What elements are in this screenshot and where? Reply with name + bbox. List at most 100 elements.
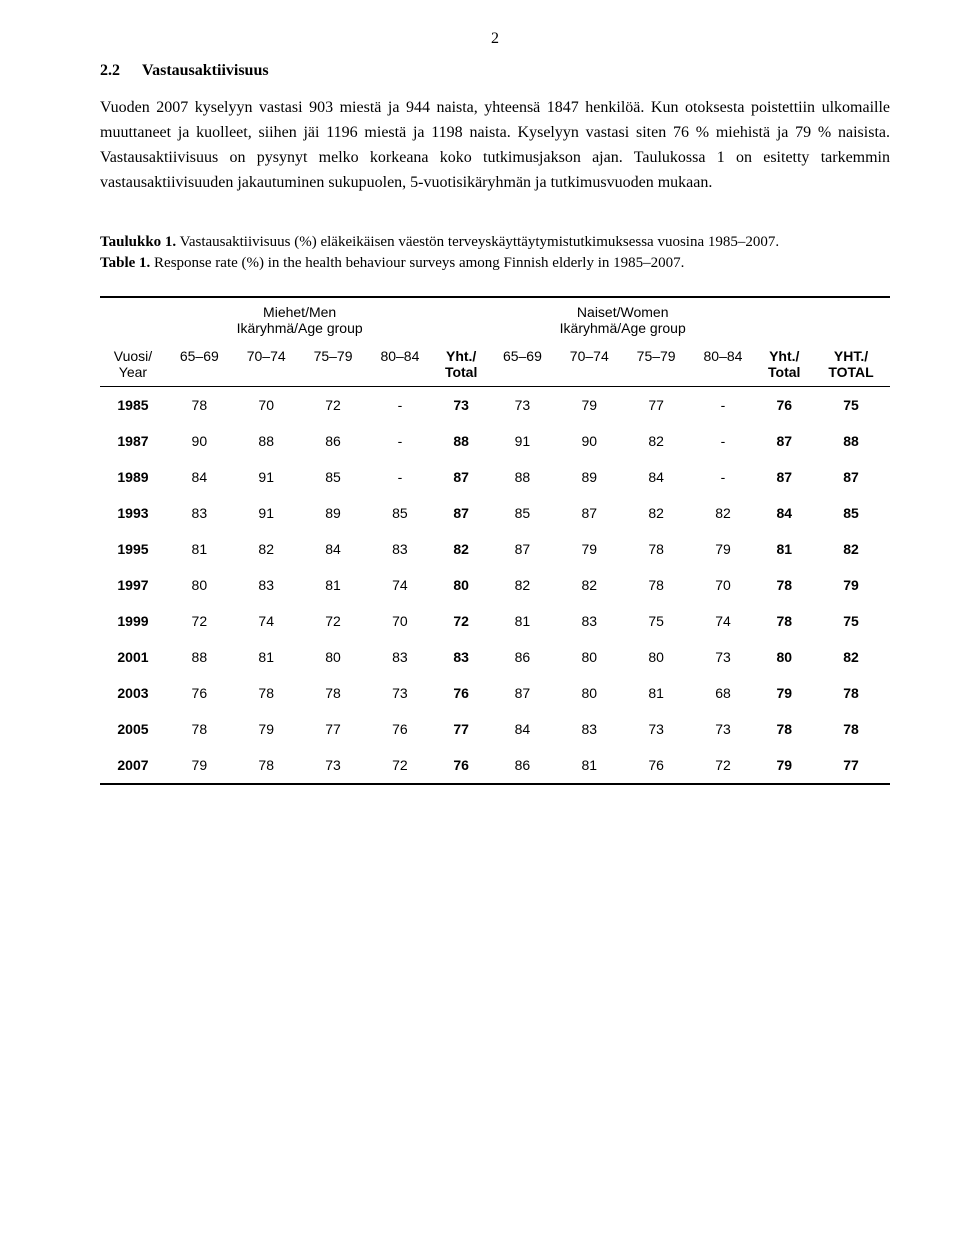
w-70: 70–74 xyxy=(570,348,609,364)
caption-fi-bold: Taulukko 1. xyxy=(100,234,176,250)
value-cell: 86 xyxy=(489,747,556,784)
value-cell: 85 xyxy=(812,495,890,531)
year-cell: 1989 xyxy=(100,459,166,495)
value-cell: 80 xyxy=(300,639,367,675)
value-cell: 74 xyxy=(690,603,757,639)
value-cell: 78 xyxy=(623,531,690,567)
year-cell: 1993 xyxy=(100,495,166,531)
value-cell: 84 xyxy=(166,459,233,495)
value-cell: 82 xyxy=(556,567,623,603)
value-cell: 70 xyxy=(690,567,757,603)
value-cell: 87 xyxy=(556,495,623,531)
value-cell: 73 xyxy=(690,639,757,675)
value-cell: 91 xyxy=(233,459,300,495)
value-cell: 81 xyxy=(756,531,812,567)
w-total-top: Yht./ xyxy=(769,348,799,364)
value-cell: 80 xyxy=(433,567,489,603)
value-cell: 76 xyxy=(623,747,690,784)
table-group-header: Miehet/Men Ikäryhmä/Age group Naiset/Wom… xyxy=(100,297,890,342)
section-title: Vastausaktiivisuus xyxy=(142,62,269,79)
value-cell: 84 xyxy=(623,459,690,495)
value-cell: 86 xyxy=(489,639,556,675)
year-cell: 1985 xyxy=(100,386,166,423)
value-cell: 83 xyxy=(166,495,233,531)
year-cell: 2001 xyxy=(100,639,166,675)
value-cell: 70 xyxy=(233,386,300,423)
table-row: 1987908886-88919082-8788 xyxy=(100,423,890,459)
value-cell: 82 xyxy=(690,495,757,531)
value-cell: 78 xyxy=(812,711,890,747)
value-cell: 76 xyxy=(366,711,433,747)
value-cell: 77 xyxy=(812,747,890,784)
section-number: 2.2 xyxy=(100,62,120,80)
value-cell: 80 xyxy=(556,639,623,675)
table-wrap: Miehet/Men Ikäryhmä/Age group Naiset/Wom… xyxy=(100,296,890,785)
table-row: 20018881808383868080738082 xyxy=(100,639,890,675)
value-cell: 87 xyxy=(756,423,812,459)
year-cell: 2003 xyxy=(100,675,166,711)
value-cell: 75 xyxy=(812,386,890,423)
table-col-header: Vuosi/ Year 65–69 70–74 75–79 80–84 Yht.… xyxy=(100,342,890,387)
value-cell: 73 xyxy=(433,386,489,423)
value-cell: 74 xyxy=(366,567,433,603)
table-body: 1985787072-73737977-76751987908886-88919… xyxy=(100,386,890,784)
value-cell: 73 xyxy=(489,386,556,423)
year-cell: 1997 xyxy=(100,567,166,603)
w-80: 80–84 xyxy=(704,348,743,364)
value-cell: 80 xyxy=(556,675,623,711)
value-cell: - xyxy=(366,423,433,459)
value-cell: 78 xyxy=(166,386,233,423)
value-cell: - xyxy=(366,459,433,495)
w-75: 75–79 xyxy=(637,348,676,364)
value-cell: 87 xyxy=(433,495,489,531)
value-cell: 80 xyxy=(623,639,690,675)
m-70: 70–74 xyxy=(247,348,286,364)
value-cell: 88 xyxy=(166,639,233,675)
table-row: 20077978737276868176727977 xyxy=(100,747,890,784)
value-cell: 87 xyxy=(489,531,556,567)
value-cell: 81 xyxy=(556,747,623,784)
value-cell: 79 xyxy=(812,567,890,603)
value-cell: 87 xyxy=(812,459,890,495)
grand-total-bot: TOTAL xyxy=(828,364,873,380)
value-cell: 81 xyxy=(233,639,300,675)
year-cell: 1999 xyxy=(100,603,166,639)
value-cell: 82 xyxy=(812,531,890,567)
value-cell: 81 xyxy=(489,603,556,639)
value-cell: 78 xyxy=(233,747,300,784)
table-row: 19978083817480828278707879 xyxy=(100,567,890,603)
value-cell: 78 xyxy=(756,711,812,747)
page: 2 2.2Vastausaktiivisuus Vuoden 2007 kyse… xyxy=(0,0,960,1259)
value-cell: 87 xyxy=(489,675,556,711)
caption-en-bold: Table 1. xyxy=(100,255,150,271)
value-cell: 85 xyxy=(300,459,367,495)
value-cell: 78 xyxy=(756,567,812,603)
value-cell: 80 xyxy=(166,567,233,603)
value-cell: 82 xyxy=(623,423,690,459)
m-80: 80–84 xyxy=(380,348,419,364)
value-cell: 84 xyxy=(756,495,812,531)
m-65: 65–69 xyxy=(180,348,219,364)
value-cell: 89 xyxy=(300,495,367,531)
value-cell: 78 xyxy=(812,675,890,711)
value-cell: 74 xyxy=(233,603,300,639)
value-cell: 82 xyxy=(489,567,556,603)
value-cell: 72 xyxy=(300,603,367,639)
m-total-top: Yht./ xyxy=(446,348,476,364)
value-cell: 75 xyxy=(623,603,690,639)
value-cell: 85 xyxy=(366,495,433,531)
value-cell: 79 xyxy=(556,531,623,567)
value-cell: 76 xyxy=(433,675,489,711)
value-cell: 79 xyxy=(756,747,812,784)
year-header-bot: Year xyxy=(119,364,147,380)
value-cell: 79 xyxy=(233,711,300,747)
table-row: 1985787072-73737977-7675 xyxy=(100,386,890,423)
value-cell: 79 xyxy=(756,675,812,711)
m-total-bot: Total xyxy=(445,364,477,380)
value-cell: 82 xyxy=(233,531,300,567)
w-total-bot: Total xyxy=(768,364,800,380)
value-cell: 73 xyxy=(300,747,367,784)
men-subheader: Ikäryhmä/Age group xyxy=(237,320,363,336)
table-row: 19958182848382877978798182 xyxy=(100,531,890,567)
value-cell: 72 xyxy=(300,386,367,423)
